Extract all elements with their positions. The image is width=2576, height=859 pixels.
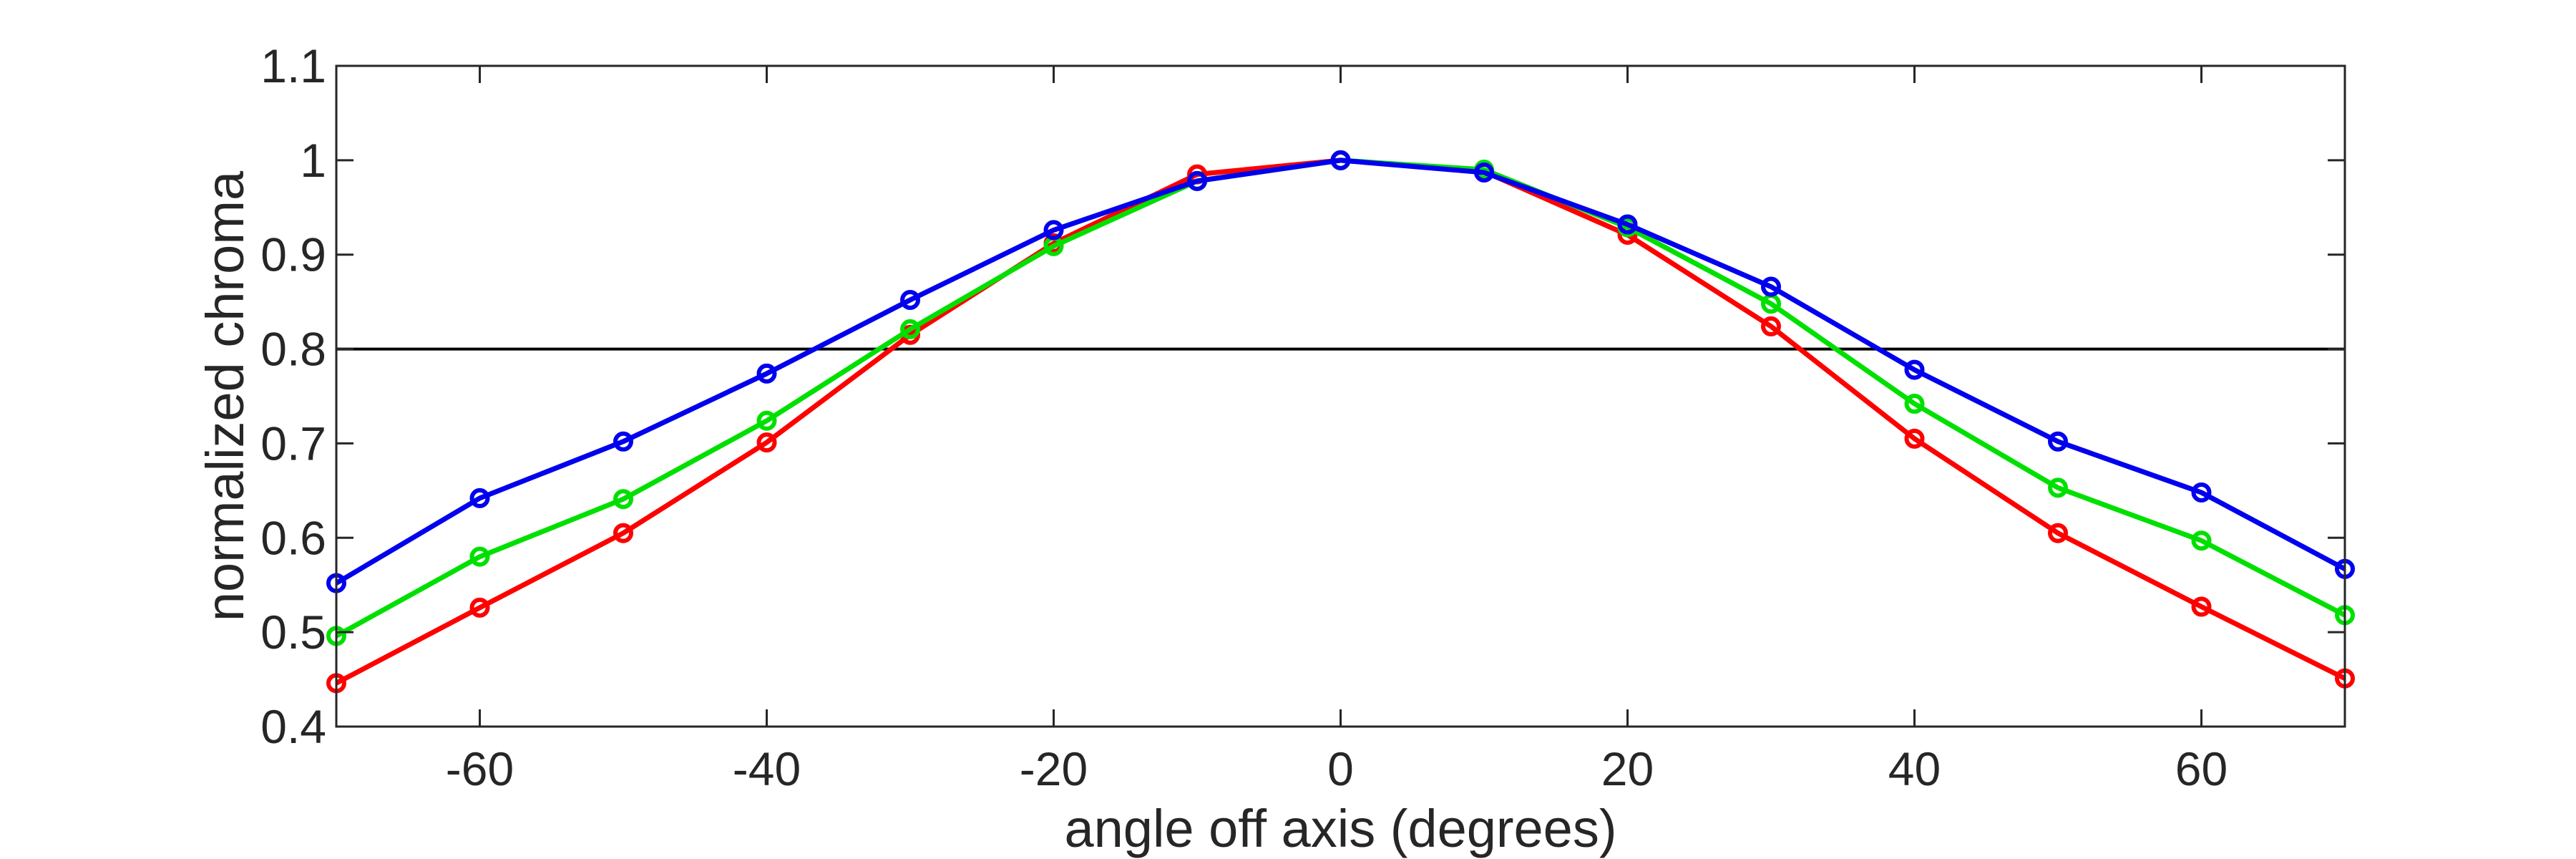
- series-line-3: [335, 157, 2346, 586]
- y-tick-label: 0.5: [260, 606, 326, 659]
- series-2-point: [2191, 530, 2212, 551]
- series-3-point: [2191, 482, 2212, 503]
- series-3-point: [1187, 170, 1207, 191]
- series-1-point: [756, 432, 777, 453]
- x-tick-label: 40: [1888, 742, 1941, 795]
- x-tick-label: -20: [1020, 742, 1088, 795]
- y-axis-title: normalized chroma: [195, 170, 255, 621]
- series-3-point: [756, 363, 777, 384]
- series-2-point: [2048, 477, 2068, 498]
- series-3-point: [1330, 150, 1351, 170]
- series-1-point: [2048, 523, 2068, 543]
- series-1-point: [613, 523, 633, 543]
- y-tick-label: 1: [300, 134, 326, 187]
- y-tick-label: 1.1: [260, 39, 326, 92]
- y-tick-label: 0.8: [260, 323, 326, 376]
- y-tick-label: 0.9: [260, 228, 326, 281]
- y-tick-label: 0.7: [260, 417, 326, 470]
- series-3-point: [1904, 359, 1925, 380]
- series-2-point: [900, 319, 920, 339]
- series-line-1: [335, 157, 2346, 686]
- x-tick-label: 0: [1327, 742, 1354, 795]
- series-2-point: [1904, 394, 1925, 414]
- series-3-point: [1043, 220, 1064, 241]
- series-1-point: [2191, 596, 2212, 617]
- series-3-point: [469, 487, 490, 508]
- x-tick-label: -60: [446, 742, 514, 795]
- series-3-point: [1474, 162, 1494, 183]
- series-1-point: [469, 597, 490, 618]
- x-tick-label: 20: [1601, 742, 1654, 795]
- y-tick-label: 0.6: [260, 511, 326, 564]
- series-3-point: [2048, 431, 2068, 452]
- series-2-point: [613, 489, 633, 510]
- series-1-point: [1904, 428, 1925, 449]
- series-3-point: [1761, 276, 1781, 297]
- x-tick-label: -40: [733, 742, 801, 795]
- series-3-point: [1617, 214, 1638, 235]
- x-tick-label: 60: [2175, 742, 2228, 795]
- y-tick-label: 0.4: [260, 700, 326, 753]
- series-3-point: [613, 431, 633, 452]
- x-axis-title: angle off axis (degrees): [1065, 799, 1617, 858]
- series-1-point: [1761, 316, 1781, 336]
- series-2-point: [469, 546, 490, 567]
- series-2-point: [756, 410, 777, 431]
- series-line-2: [335, 157, 2346, 639]
- plot-area-frame: [335, 64, 2346, 728]
- series-3-point: [900, 290, 920, 311]
